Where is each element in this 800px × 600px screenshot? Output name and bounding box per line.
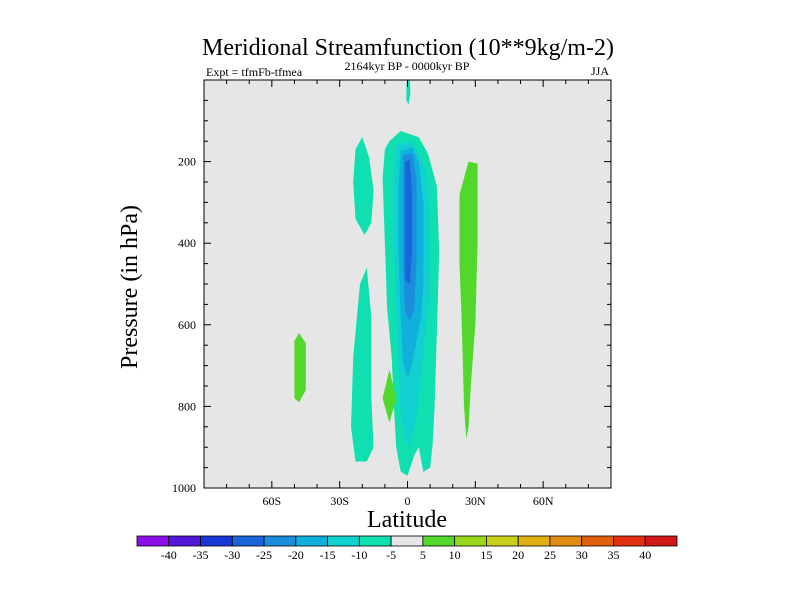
chart-title: Meridional Streamfunction (10**9kg/m-2) — [202, 35, 614, 61]
colorbar-label: -30 — [224, 548, 240, 562]
colorbar-label: -15 — [320, 548, 336, 562]
x-tick-label: 30S — [330, 494, 349, 508]
colorbar-label: -10 — [351, 548, 367, 562]
x-tick-label: 30N — [465, 494, 486, 508]
colorbar-label: 35 — [607, 548, 619, 562]
colorbar-label: -35 — [193, 548, 209, 562]
y-tick-label: 1000 — [172, 481, 196, 495]
colorbar: -40 -35 -30 -25 -20 -15 -10 -5 5 10 15 20 25 30 35 40 — [136, 535, 678, 562]
y-tick-label: 400 — [178, 236, 196, 250]
colorbar-label: 15 — [480, 548, 492, 562]
colorbar-swatch — [231, 535, 265, 547]
colorbar-swatch — [486, 535, 519, 547]
colorbar-swatch — [549, 535, 583, 547]
y-tick-label: 200 — [178, 155, 196, 169]
colorbar-label: 30 — [576, 548, 588, 562]
colorbar-swatch — [200, 535, 233, 547]
colorbar-label: -40 — [161, 548, 177, 562]
colorbar-label: 10 — [449, 548, 461, 562]
colorbar-swatch — [358, 535, 392, 547]
colorbar-swatch — [644, 535, 678, 547]
contour-neg25-main — [405, 159, 412, 284]
chart-subtitle: 2164kyr BP - 0000kyr BP — [345, 59, 470, 73]
colorbar-swatch — [327, 535, 360, 547]
colorbar-label: -5 — [386, 548, 396, 562]
colorbar-swatch — [136, 535, 170, 547]
colorbar-swatch — [390, 535, 424, 547]
x-tick-label: 60N — [533, 494, 554, 508]
x-tick-label: 60S — [262, 494, 281, 508]
colorbar-label: 25 — [544, 548, 556, 562]
colorbar-swatch — [613, 535, 646, 547]
y-tick-label: 600 — [178, 318, 196, 332]
contour-pos5-nh — [459, 161, 478, 439]
colorbar-swatch — [295, 535, 328, 547]
season-label: JJA — [591, 64, 609, 78]
y-axis: 200 400 600 800 1000 — [172, 79, 611, 495]
colorbar-swatch — [422, 535, 456, 547]
colorbar-label: 20 — [512, 548, 524, 562]
x-tick-label: 0 — [405, 494, 411, 508]
colorbar-swatch — [168, 535, 201, 547]
y-tick-label: 800 — [178, 399, 196, 413]
y-axis-label: Pressure (in hPa) — [117, 205, 143, 369]
colorbar-swatch — [517, 535, 551, 547]
colorbar-label: -25 — [256, 548, 272, 562]
colorbar-label: -20 — [288, 548, 304, 562]
contour-regions — [294, 80, 478, 476]
contour-pos5-eq — [382, 369, 397, 423]
x-axis-label: Latitude — [367, 507, 447, 533]
x-axis: 60S 30S 0 30N 60N — [203, 80, 612, 508]
contour-pos5-sh60 — [294, 333, 306, 403]
colorbar-label: 40 — [639, 548, 651, 562]
contour-neg5-sh-lower — [351, 267, 374, 462]
colorbar-swatch — [263, 535, 297, 547]
contour-neg5-sh-upper — [353, 137, 374, 235]
experiment-label: Expt = tfmFb-tfmea — [206, 65, 303, 79]
colorbar-label: 5 — [420, 548, 426, 562]
colorbar-swatch — [581, 535, 614, 547]
colorbar-swatch — [454, 535, 487, 547]
